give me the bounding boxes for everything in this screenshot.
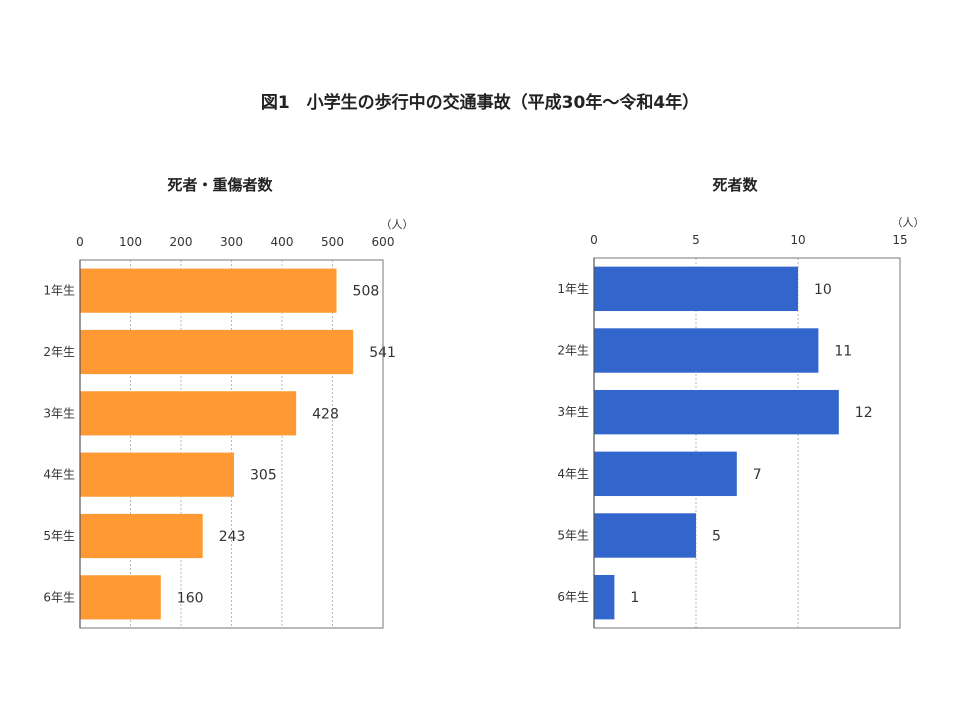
bar [80,329,354,375]
category-label: 1年生 [43,284,75,298]
category-label: 3年生 [557,405,589,419]
chart-panel-deaths: 死者数 0 5 10 15 （人） 1年生 10 2年生 11 3年生 12 4年生 7 5年生 5 6年生 1 [530,168,940,648]
plot-frame [593,257,901,629]
axis-unit-label: （人） [381,218,414,231]
page-title: 図1 小学生の歩行中の交通事故（平成30年～令和4年） [260,93,700,113]
chart-title-deaths: 死者数 [712,176,758,194]
data-label: 243 [219,529,246,545]
data-label: 428 [312,406,339,422]
bar [594,328,819,373]
bar [594,451,737,497]
tick-label: 500 [321,235,344,249]
tick-label: 15 [892,233,907,247]
bar [80,575,161,620]
data-label: 305 [250,468,277,484]
category-label: 4年生 [557,467,589,481]
category-label: 2年生 [557,344,589,358]
data-label: 160 [177,590,204,606]
tick-label: 100 [119,235,142,249]
category-label: 4年生 [43,468,75,482]
data-label: 1 [630,590,639,606]
bar [594,513,696,558]
bar [80,391,297,436]
bar [594,574,615,620]
bar [80,513,203,559]
chart-panel-injuries: 死者・重傷者数 0 100 200 300 400 500 600 （人） 1年生 508 2年生 5… [20,168,420,648]
data-label: 10 [814,282,832,298]
tick-label: 600 [372,235,395,249]
bar [594,389,839,435]
bar [80,452,235,497]
data-label: 7 [753,467,762,483]
tick-label: 10 [790,233,805,247]
tick-label: 200 [170,235,193,249]
category-label: 6年生 [557,590,589,604]
chart-title-injuries: 死者・重傷者数 [167,176,273,194]
data-label: 5 [712,529,721,545]
bar [594,266,798,312]
category-label: 5年生 [43,529,75,543]
chart-deaths: 0 5 10 15 （人） 1年生 10 2年生 11 3年生 12 4年生 7 5年生 5 6年生 1 [557,216,925,629]
category-label: 6年生 [43,590,75,604]
category-label: 2年生 [43,345,75,359]
category-label: 5年生 [557,529,589,543]
tick-label: 0 [76,235,84,249]
data-label: 11 [834,344,852,360]
data-label: 508 [353,284,380,300]
tick-label: 0 [590,233,598,247]
category-label: 3年生 [43,406,75,420]
tick-label: 5 [692,233,700,247]
bar [80,268,337,313]
tick-label: 300 [220,235,243,249]
axis-unit-label: （人） [892,216,925,229]
tick-label: 400 [271,235,294,249]
data-label: 12 [855,405,873,421]
category-label: 1年生 [557,282,589,296]
